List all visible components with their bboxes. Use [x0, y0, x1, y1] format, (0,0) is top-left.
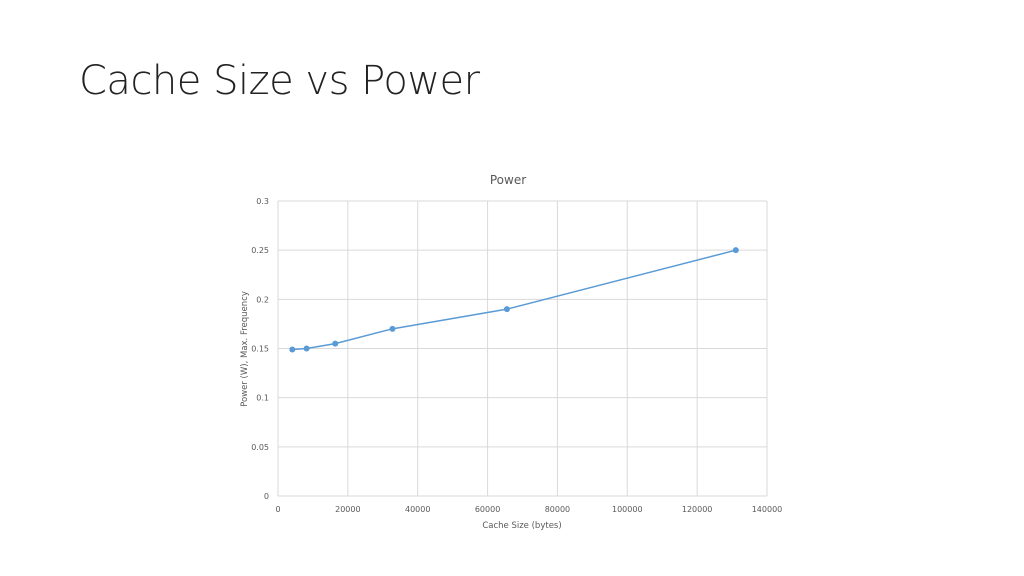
y-tick-label: 0	[264, 492, 269, 501]
x-tick-label: 80000	[545, 505, 570, 514]
data-point	[389, 325, 396, 332]
y-tick-label: 0.2	[256, 295, 269, 304]
x-tick-label: 40000	[405, 505, 430, 514]
tick-labels: 0 20000 40000 60000 80000 100000 120000 140000 0…	[251, 197, 782, 514]
x-tick-label: 0	[275, 505, 280, 514]
y-tick-label: 0.05	[251, 443, 269, 452]
data-point	[289, 346, 296, 353]
x-axis-label: Cache Size (bytes)	[482, 521, 561, 531]
x-tick-label: 20000	[335, 505, 360, 514]
x-tick-label: 100000	[612, 505, 643, 514]
slide-title: Cache Size vs Power	[79, 58, 480, 104]
x-tick-label: 60000	[475, 505, 500, 514]
series-power	[289, 247, 739, 353]
y-tick-label: 0.25	[251, 246, 269, 255]
x-tick-label: 140000	[752, 505, 783, 514]
data-point	[303, 345, 310, 352]
y-tick-label: 0.1	[256, 394, 269, 403]
y-tick-label: 0.3	[256, 197, 269, 206]
gridlines	[277, 200, 768, 497]
x-tick-label: 120000	[682, 505, 713, 514]
y-tick-label: 0.15	[251, 345, 269, 354]
chart-title: Power	[490, 173, 526, 187]
data-point	[503, 306, 510, 313]
y-axis-label: Power (W), Max. Frequency	[240, 291, 250, 407]
data-point	[732, 247, 739, 254]
data-point	[332, 340, 339, 347]
